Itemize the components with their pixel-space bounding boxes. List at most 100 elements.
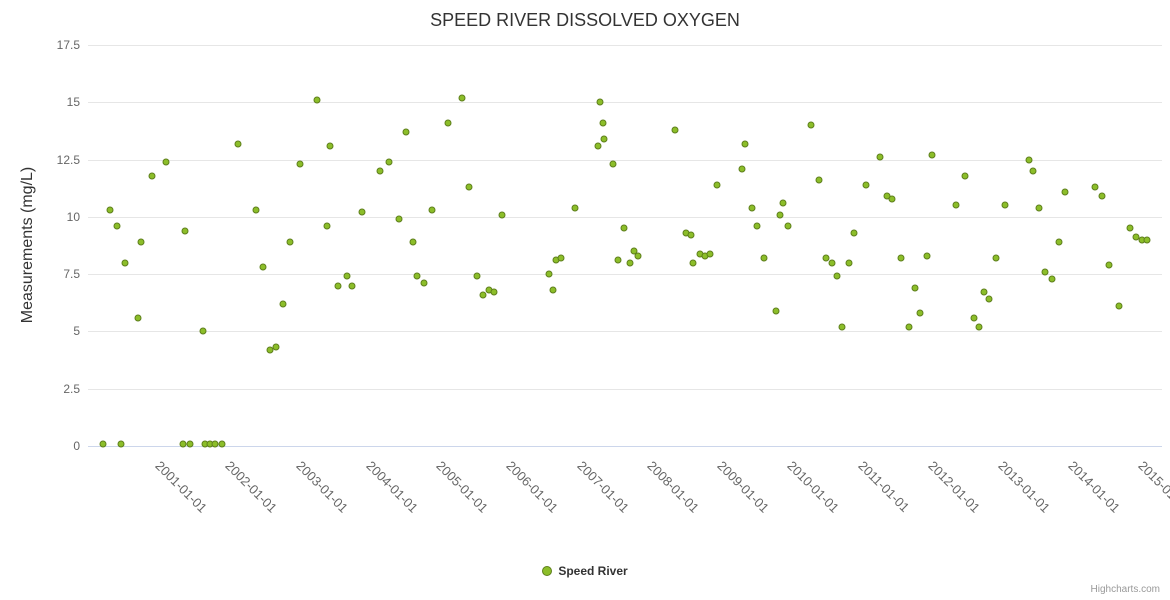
- data-point[interactable]: [916, 309, 924, 317]
- data-point[interactable]: [313, 96, 321, 104]
- data-point[interactable]: [888, 195, 896, 203]
- data-point[interactable]: [961, 172, 969, 180]
- data-point[interactable]: [772, 307, 780, 315]
- data-point[interactable]: [113, 222, 121, 230]
- data-point[interactable]: [600, 135, 608, 143]
- data-point[interactable]: [905, 323, 913, 331]
- data-point[interactable]: [1143, 236, 1151, 244]
- data-point[interactable]: [626, 259, 634, 267]
- data-point[interactable]: [630, 247, 638, 255]
- data-point[interactable]: [348, 282, 356, 290]
- data-point[interactable]: [833, 272, 841, 280]
- data-point[interactable]: [286, 238, 294, 246]
- data-point[interactable]: [689, 259, 697, 267]
- legend-item-speed-river[interactable]: Speed River: [542, 564, 628, 578]
- data-point[interactable]: [828, 259, 836, 267]
- data-point[interactable]: [549, 286, 557, 294]
- data-point[interactable]: [671, 126, 679, 134]
- data-point[interactable]: [1001, 201, 1009, 209]
- data-point[interactable]: [599, 119, 607, 127]
- data-point[interactable]: [413, 272, 421, 280]
- data-point[interactable]: [713, 181, 721, 189]
- data-point[interactable]: [975, 323, 983, 331]
- data-point[interactable]: [985, 295, 993, 303]
- data-point[interactable]: [545, 270, 553, 278]
- data-point[interactable]: [498, 211, 506, 219]
- data-point[interactable]: [162, 158, 170, 166]
- data-point[interactable]: [376, 167, 384, 175]
- data-point[interactable]: [634, 252, 642, 260]
- data-point[interactable]: [897, 254, 905, 262]
- data-point[interactable]: [738, 165, 746, 173]
- data-point[interactable]: [137, 238, 145, 246]
- data-point[interactable]: [992, 254, 1000, 262]
- data-point[interactable]: [490, 288, 498, 296]
- data-point[interactable]: [473, 272, 481, 280]
- data-point[interactable]: [1025, 156, 1033, 164]
- data-point[interactable]: [358, 208, 366, 216]
- data-point[interactable]: [1048, 275, 1056, 283]
- data-point[interactable]: [620, 224, 628, 232]
- data-point[interactable]: [1061, 188, 1069, 196]
- data-point[interactable]: [706, 250, 714, 258]
- data-point[interactable]: [199, 327, 207, 335]
- data-point[interactable]: [1115, 302, 1123, 310]
- data-point[interactable]: [99, 440, 107, 448]
- data-point[interactable]: [117, 440, 125, 448]
- data-point[interactable]: [323, 222, 331, 230]
- credits-link[interactable]: Highcharts.com: [1090, 584, 1160, 595]
- data-point[interactable]: [760, 254, 768, 262]
- data-point[interactable]: [395, 215, 403, 223]
- data-point[interactable]: [614, 256, 622, 264]
- data-point[interactable]: [741, 140, 749, 148]
- data-point[interactable]: [428, 206, 436, 214]
- data-point[interactable]: [134, 314, 142, 322]
- data-point[interactable]: [121, 259, 129, 267]
- data-point[interactable]: [259, 263, 267, 271]
- data-point[interactable]: [252, 206, 260, 214]
- data-point[interactable]: [106, 206, 114, 214]
- data-point[interactable]: [923, 252, 931, 260]
- data-point[interactable]: [1041, 268, 1049, 276]
- data-point[interactable]: [179, 440, 187, 448]
- data-point[interactable]: [748, 204, 756, 212]
- data-point[interactable]: [1029, 167, 1037, 175]
- data-point[interactable]: [687, 231, 695, 239]
- data-point[interactable]: [753, 222, 761, 230]
- data-point[interactable]: [444, 119, 452, 127]
- data-point[interactable]: [784, 222, 792, 230]
- data-point[interactable]: [970, 314, 978, 322]
- data-point[interactable]: [279, 300, 287, 308]
- data-point[interactable]: [181, 227, 189, 235]
- data-point[interactable]: [334, 282, 342, 290]
- data-point[interactable]: [272, 343, 280, 351]
- data-point[interactable]: [1055, 238, 1063, 246]
- data-point[interactable]: [862, 181, 870, 189]
- data-point[interactable]: [815, 176, 823, 184]
- data-point[interactable]: [385, 158, 393, 166]
- data-point[interactable]: [952, 201, 960, 209]
- data-point[interactable]: [822, 254, 830, 262]
- data-point[interactable]: [1091, 183, 1099, 191]
- data-point[interactable]: [218, 440, 226, 448]
- data-point[interactable]: [928, 151, 936, 159]
- data-point[interactable]: [326, 142, 334, 150]
- data-point[interactable]: [343, 272, 351, 280]
- data-point[interactable]: [479, 291, 487, 299]
- data-point[interactable]: [1126, 224, 1134, 232]
- data-point[interactable]: [186, 440, 194, 448]
- data-point[interactable]: [1035, 204, 1043, 212]
- data-point[interactable]: [1098, 192, 1106, 200]
- data-point[interactable]: [807, 121, 815, 129]
- data-point[interactable]: [211, 440, 219, 448]
- data-point[interactable]: [420, 279, 428, 287]
- data-point[interactable]: [409, 238, 417, 246]
- data-point[interactable]: [234, 140, 242, 148]
- data-point[interactable]: [779, 199, 787, 207]
- data-point[interactable]: [402, 128, 410, 136]
- data-point[interactable]: [148, 172, 156, 180]
- data-point[interactable]: [296, 160, 304, 168]
- data-point[interactable]: [465, 183, 473, 191]
- data-point[interactable]: [1105, 261, 1113, 269]
- data-point[interactable]: [776, 211, 784, 219]
